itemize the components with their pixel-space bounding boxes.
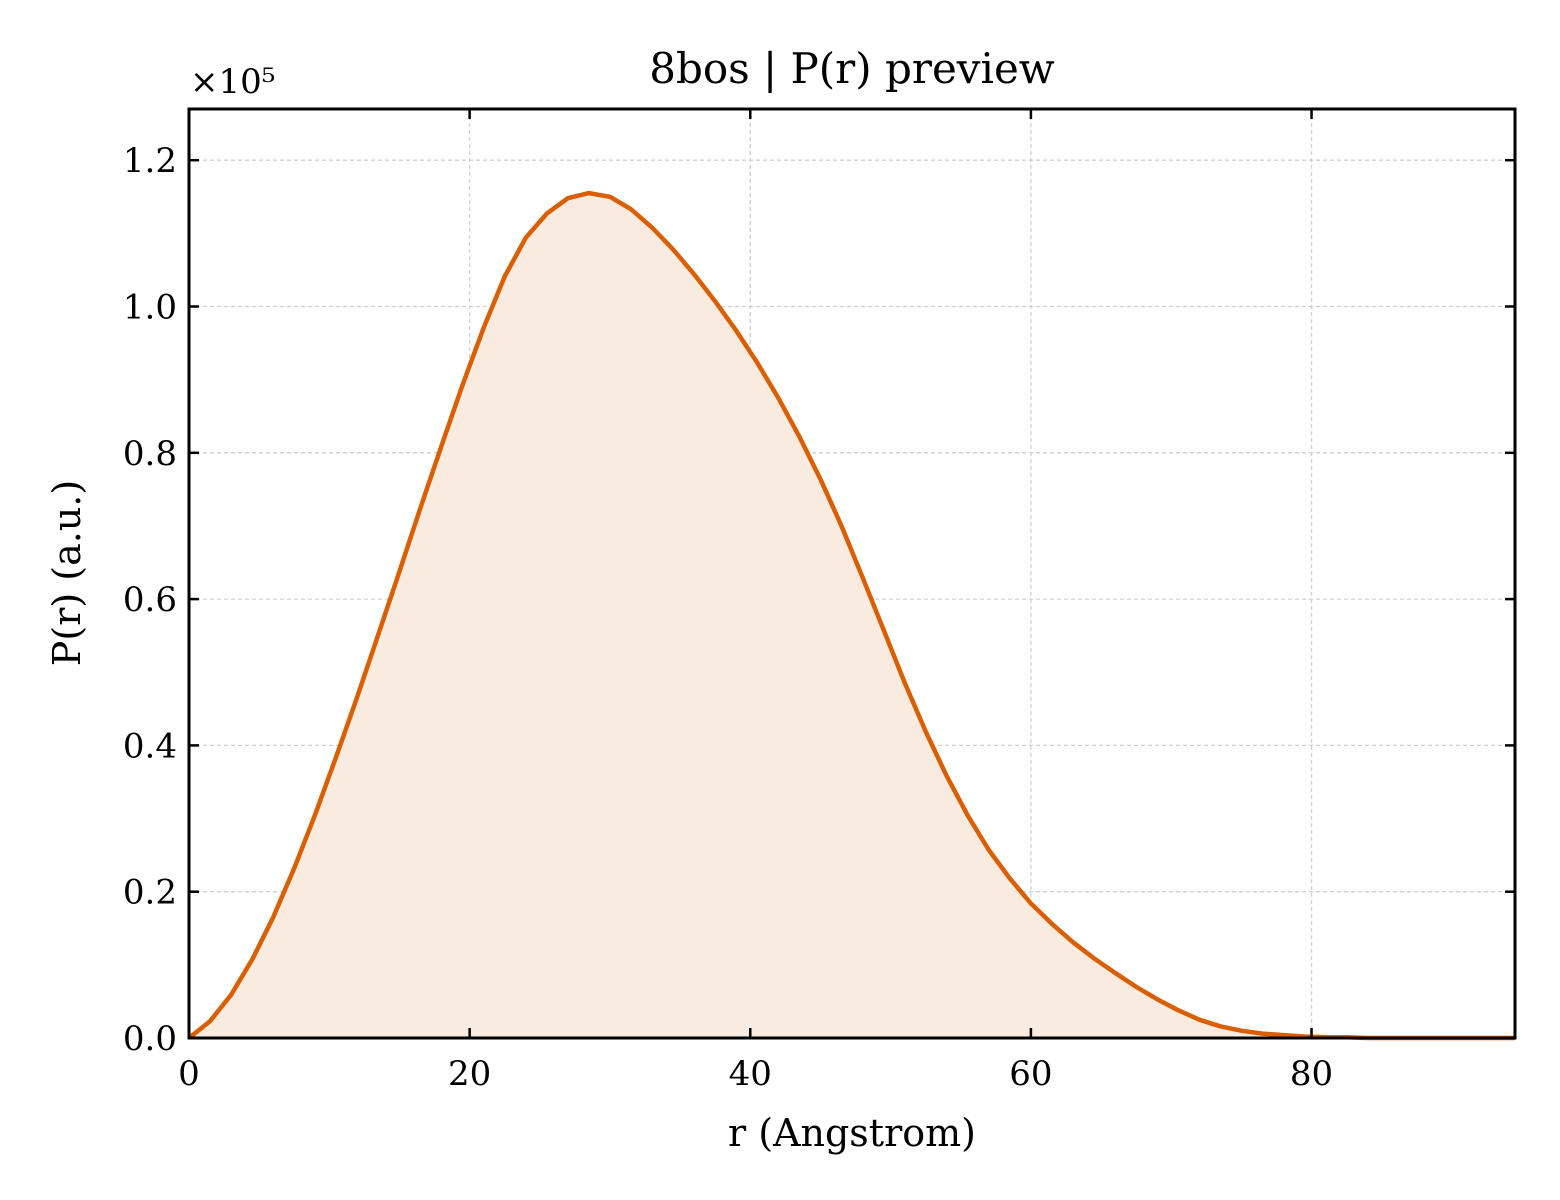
series-line <box>187 190 1515 1041</box>
y-tick-label: 0.6 <box>123 580 177 620</box>
x-tick-label: 60 <box>1009 1054 1052 1094</box>
tick-layer: 0 20 40 60 80 0.0 0.2 0.4 0.6 0.8 1.0 1.2 <box>123 109 1515 1094</box>
x-tick-label: 20 <box>448 1054 491 1094</box>
plot-layer <box>187 190 1515 1041</box>
series-area-fill <box>189 193 1515 1039</box>
y-tick-label: 0.2 <box>123 873 177 913</box>
y-tick-label: 0.4 <box>123 726 177 766</box>
x-tick-label: 80 <box>1290 1054 1333 1094</box>
y-axis-title: P(r) (a.u.) <box>45 480 89 666</box>
chart-title: 8bos | P(r) preview <box>649 44 1055 93</box>
y-tick-label: 1.2 <box>123 141 177 181</box>
y-tick-label: 0.8 <box>123 434 177 474</box>
x-tick-label: 0 <box>178 1054 200 1094</box>
y-tick-label: 0.0 <box>123 1019 177 1059</box>
y-tick-label: 1.0 <box>123 288 177 328</box>
y-axis-multiplier: ×10⁵ <box>190 62 275 102</box>
x-tick-label: 40 <box>729 1054 772 1094</box>
plot-frame <box>187 107 1517 1040</box>
x-axis-title: r (Angstrom) <box>728 1111 976 1155</box>
